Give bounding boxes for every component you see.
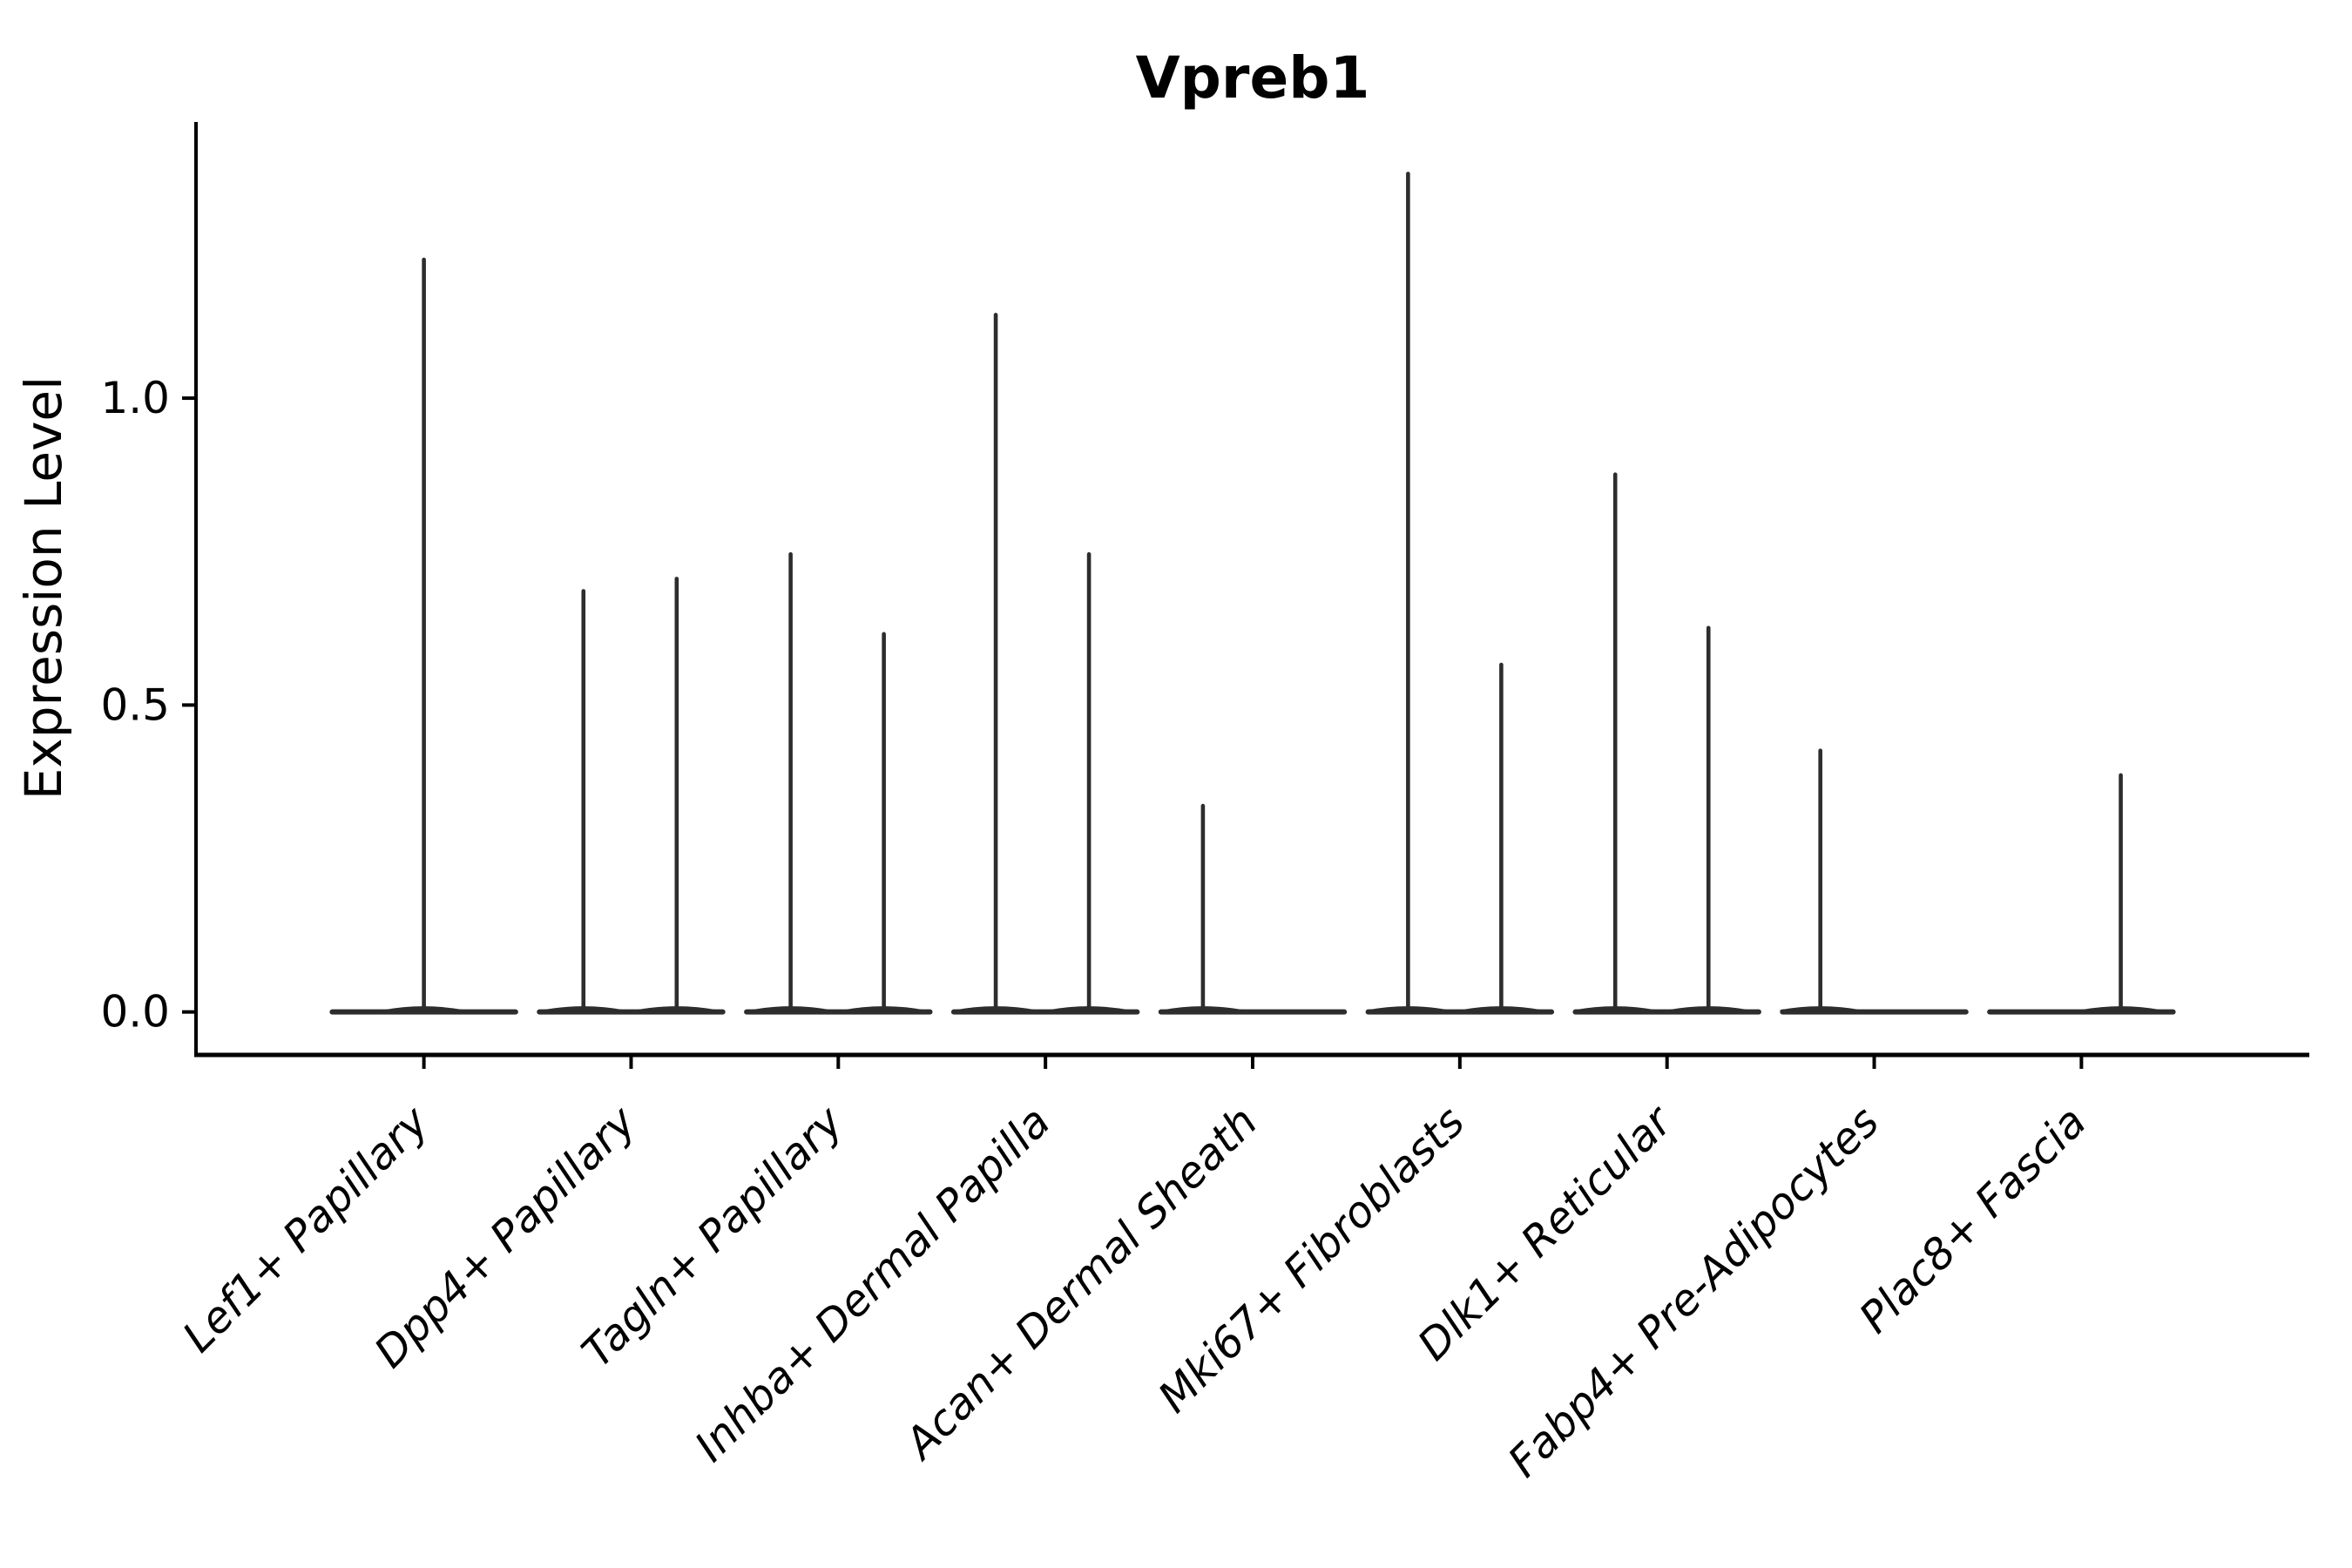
violin-bump-3-0 [954, 1006, 1038, 1010]
violin-baseline-5 [1365, 1009, 1555, 1015]
chart-title: Vpreb1 [1136, 44, 1370, 112]
violin-bump-5-0 [1366, 1006, 1450, 1010]
violin-bump-2-0 [748, 1006, 833, 1010]
violin-baseline-1 [537, 1009, 726, 1015]
violin-baseline-6 [1572, 1009, 1761, 1015]
violin-bump-8-0 [2078, 1006, 2163, 1010]
violin-bump-1-0 [541, 1006, 625, 1010]
violin-bump-2-1 [841, 1006, 926, 1010]
violin-baseline-0 [329, 1009, 518, 1015]
y-tick-label-2: 1.0 [100, 373, 170, 423]
violin-baseline-3 [950, 1009, 1140, 1015]
violin-bump-3-1 [1047, 1006, 1132, 1010]
violin-bump-5-1 [1459, 1006, 1544, 1010]
violin-bump-6-1 [1666, 1006, 1751, 1010]
y-tick-label-0: 0.0 [100, 987, 170, 1037]
violin-bump-0-0 [382, 1006, 466, 1010]
violin-baseline-8 [1987, 1009, 2176, 1015]
violin-bump-6-0 [1573, 1006, 1658, 1010]
violin-bump-7-0 [1778, 1006, 1862, 1010]
violin-baseline-7 [1780, 1009, 1969, 1015]
y-axis-title: Expression Level [14, 376, 73, 800]
x-tick-label-4: Acan+ Dermal Sheath [894, 1097, 1267, 1470]
violin-bump-1-1 [634, 1006, 719, 1010]
x-tick-label-3: Inhba+ Dermal Papilla [686, 1097, 1060, 1471]
y-tick-label-1: 0.5 [100, 679, 170, 730]
x-tick-label-7: Fabp4+ Pre-Adipocytes [1498, 1097, 1889, 1487]
violin-bump-4-0 [1160, 1006, 1245, 1010]
violin-baseline-2 [744, 1009, 933, 1015]
violin-baseline-4 [1158, 1009, 1348, 1015]
